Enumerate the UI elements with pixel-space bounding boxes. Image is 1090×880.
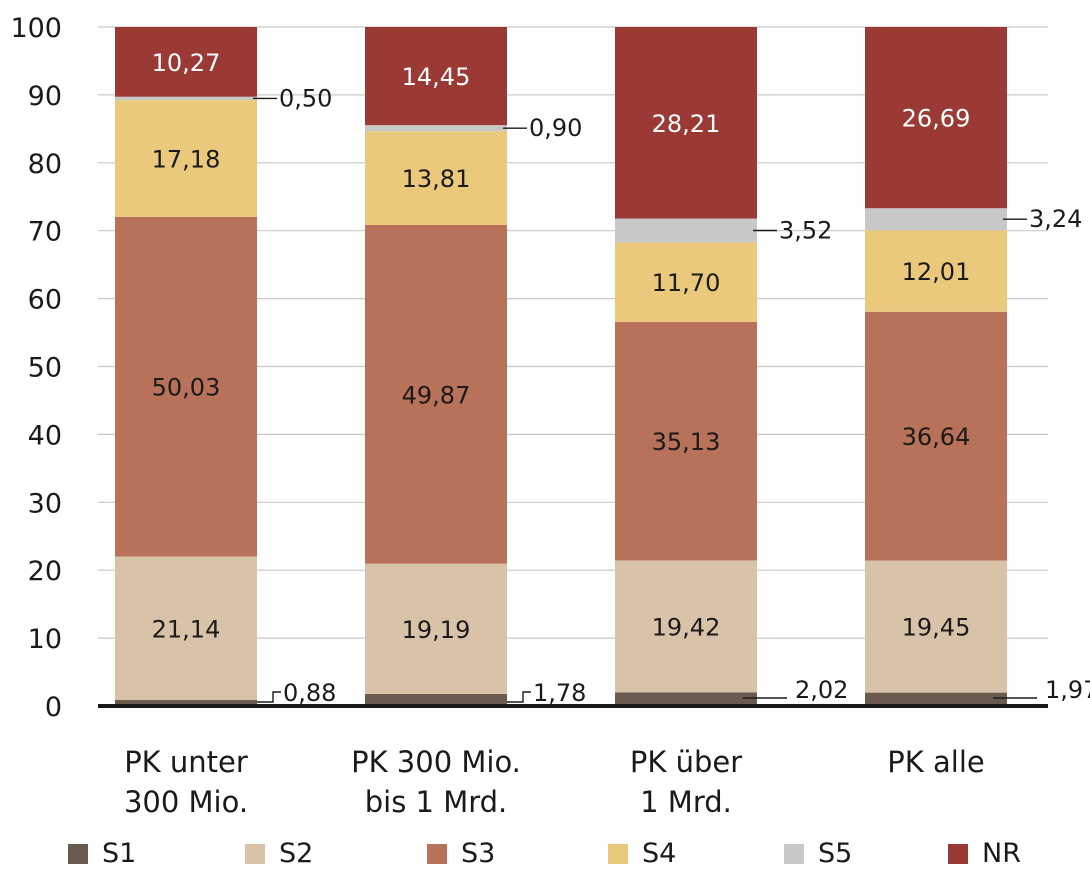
data-label-s5: 3,24 <box>1029 205 1082 233</box>
bar-segment-s5 <box>115 96 257 101</box>
legend-label-s5: S5 <box>818 838 852 869</box>
bar-segment-s5 <box>615 218 757 243</box>
x-category-label-line: bis 1 Mrd. <box>365 785 508 819</box>
data-label-s4: 11,70 <box>652 269 721 297</box>
y-axis-ticks: 0 10 20 30 40 50 60 70 80 90 100 <box>10 13 62 723</box>
bar-segment-s2 <box>115 556 257 701</box>
data-label-nr: 26,69 <box>902 105 971 133</box>
data-label-s2: 19,19 <box>402 616 471 644</box>
y-tick-label: 100 <box>10 13 62 44</box>
x-category-label-line: PK alle <box>887 745 984 779</box>
legend-swatch-s4 <box>608 844 628 864</box>
bars <box>115 27 1007 706</box>
x-category-label: PK alle <box>887 745 984 779</box>
bar-segment-s4 <box>115 100 257 217</box>
data-label-s5: 3,52 <box>779 216 832 244</box>
leader-line <box>257 691 281 703</box>
bar-segment-s1 <box>365 693 507 706</box>
legend-swatch-nr <box>948 844 968 864</box>
y-tick-label: 20 <box>28 556 62 587</box>
x-category-label-line: PK über <box>630 745 742 779</box>
bar-segment-s1 <box>865 692 1007 706</box>
bar-segment-s2 <box>865 560 1007 693</box>
y-tick-label: 40 <box>28 420 62 451</box>
data-label-s2: 21,14 <box>152 615 221 643</box>
bar-segment-s2 <box>365 563 507 694</box>
data-label-s1: 1,97 <box>1045 676 1090 704</box>
y-tick-label: 50 <box>28 353 62 384</box>
data-label-s3: 35,13 <box>652 428 721 456</box>
legend-swatch-s3 <box>427 844 447 864</box>
y-tick-label: 10 <box>28 624 62 655</box>
data-label-s1: 1,78 <box>533 679 586 707</box>
legend-swatch-s5 <box>784 844 804 864</box>
legend-label-s2: S2 <box>279 838 313 869</box>
data-label-s5: 0,90 <box>529 114 582 142</box>
bar-segment-s3 <box>365 224 507 564</box>
x-axis-category-labels: PK unter 300 Mio.PK 300 Mio. bis 1 Mrd.PK … <box>124 745 985 819</box>
x-category-label: PK über 1 Mrd. <box>630 745 742 819</box>
data-label-s2: 19,42 <box>652 613 721 641</box>
legend: S1 S2 S3 S4 S5 NR <box>68 838 1021 869</box>
y-tick-label: 60 <box>28 285 62 316</box>
data-label-s3: 36,64 <box>902 423 971 451</box>
data-label-s4: 17,18 <box>152 145 221 173</box>
data-label-s4: 12,01 <box>902 258 971 286</box>
data-label-s4: 13,81 <box>402 165 471 193</box>
bar-segment-s5 <box>865 208 1007 231</box>
data-label-s3: 49,87 <box>402 381 471 409</box>
x-category-label-line: PK 300 Mio. <box>351 745 521 779</box>
data-label-s3: 50,03 <box>152 374 221 402</box>
bar-segment-s4 <box>365 131 507 225</box>
bar-segment-s3 <box>615 321 757 561</box>
y-tick-label: 90 <box>28 81 62 112</box>
bar-segment-s4 <box>615 242 757 322</box>
legend-label-s4: S4 <box>642 838 676 869</box>
data-label-nr: 10,27 <box>152 49 221 77</box>
y-tick-label: 70 <box>28 217 62 248</box>
bar-segment-nr <box>615 27 757 219</box>
x-category-label: PK unter 300 Mio. <box>124 745 248 819</box>
x-category-label-line: 300 Mio. <box>124 785 248 819</box>
data-label-nr: 28,21 <box>652 110 721 138</box>
x-category-label: PK 300 Mio. bis 1 Mrd. <box>351 745 521 819</box>
bar-segment-s1 <box>115 700 257 706</box>
data-label-s5: 0,50 <box>279 84 332 112</box>
bar-segment-s1 <box>615 692 757 706</box>
data-label-s2: 19,45 <box>902 614 971 642</box>
bar-segment-s3 <box>865 311 1007 561</box>
bar-segment-nr <box>115 27 257 97</box>
y-tick-label: 0 <box>45 692 62 723</box>
legend-label-s1: S1 <box>102 838 136 869</box>
bar-segment-nr <box>865 27 1007 209</box>
y-tick-label: 80 <box>28 149 62 180</box>
data-label-nr: 14,45 <box>402 63 471 91</box>
data-label-s1: 0,88 <box>283 679 336 707</box>
bar-segment-s4 <box>865 230 1007 312</box>
bar-segment-s5 <box>365 125 507 132</box>
legend-swatch-s2 <box>245 844 265 864</box>
x-category-label-line: PK unter <box>124 745 248 779</box>
bar-segment-nr <box>365 27 507 126</box>
bar-segment-s3 <box>115 216 257 557</box>
legend-label-nr: NR <box>982 838 1021 869</box>
data-labels: 0,88 21,14 50,03 17,18 0,50 10,27 1,78 19,19 49,… <box>152 49 1090 707</box>
y-tick-label: 30 <box>28 488 62 519</box>
legend-swatch-s1 <box>68 844 88 864</box>
bar-segment-s2 <box>615 560 757 693</box>
x-category-label-line: 1 Mrd. <box>640 785 732 819</box>
leader-line <box>507 691 531 703</box>
data-label-s1: 2,02 <box>795 676 848 704</box>
legend-label-s3: S3 <box>461 838 495 869</box>
